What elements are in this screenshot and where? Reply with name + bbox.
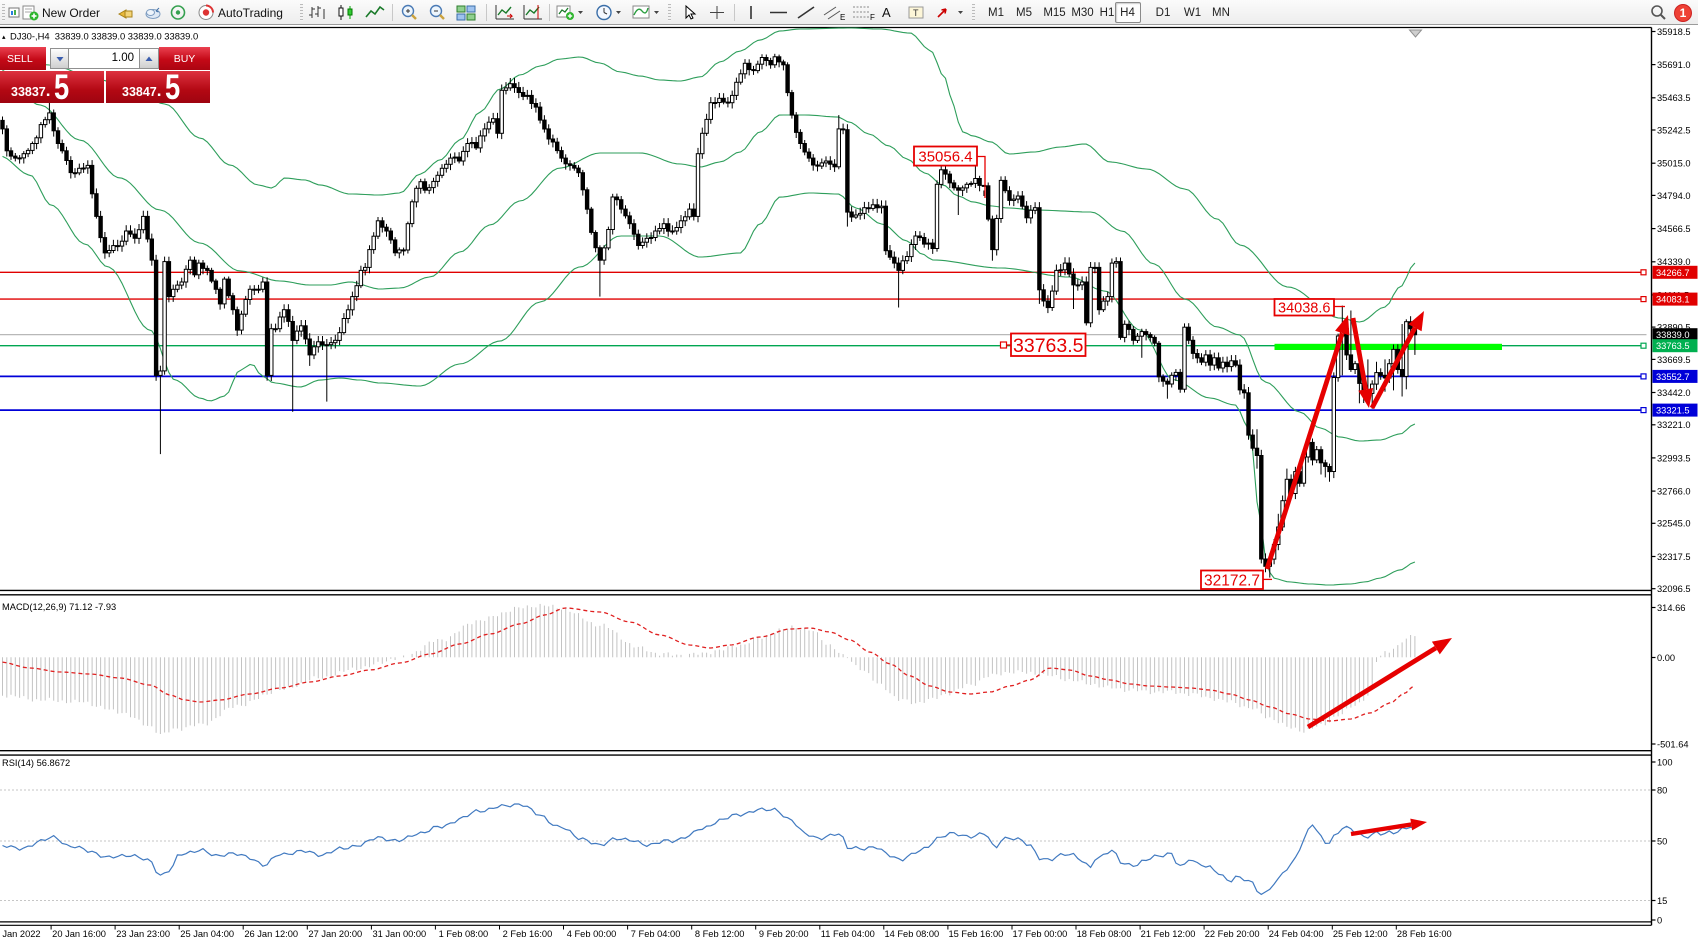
svg-text:14 Feb 08:00: 14 Feb 08:00 xyxy=(884,929,939,939)
svg-text:35015.0: 35015.0 xyxy=(1657,159,1691,169)
svg-text:4 Feb 00:00: 4 Feb 00:00 xyxy=(567,929,617,939)
svg-text:T: T xyxy=(913,8,919,18)
svg-text:21 Feb 12:00: 21 Feb 12:00 xyxy=(1141,929,1196,939)
svg-text:23 Jan 23:00: 23 Jan 23:00 xyxy=(116,929,170,939)
svg-text:F: F xyxy=(870,13,875,22)
svg-text:35242.5: 35242.5 xyxy=(1657,125,1691,135)
svg-text:1: 1 xyxy=(1680,6,1687,20)
svg-text:33442.0: 33442.0 xyxy=(1657,388,1691,398)
svg-text:34083.1: 34083.1 xyxy=(1656,295,1690,305)
svg-text:31 Jan 00:00: 31 Jan 00:00 xyxy=(372,929,426,939)
svg-text:34339.0: 34339.0 xyxy=(1657,257,1691,267)
svg-text:15 Feb 16:00: 15 Feb 16:00 xyxy=(949,929,1004,939)
svg-text:32317.5: 32317.5 xyxy=(1657,552,1691,562)
svg-text:33552.7: 33552.7 xyxy=(1656,372,1690,382)
svg-text:35691.0: 35691.0 xyxy=(1657,60,1691,70)
svg-text:33839.0: 33839.0 xyxy=(1656,330,1690,340)
svg-text:34794.0: 34794.0 xyxy=(1657,191,1691,201)
svg-text:33890.5: 33890.5 xyxy=(1657,323,1691,333)
svg-text:MACD(12,26,9) 71.12 -7.93: MACD(12,26,9) 71.12 -7.93 xyxy=(2,602,116,612)
svg-text:35056.4: 35056.4 xyxy=(918,148,972,165)
svg-text:32993.5: 32993.5 xyxy=(1657,453,1691,463)
svg-text:33669.5: 33669.5 xyxy=(1657,355,1691,365)
svg-text:33763.5: 33763.5 xyxy=(1656,341,1690,351)
svg-text:80: 80 xyxy=(1657,785,1667,795)
svg-text:32766.0: 32766.0 xyxy=(1657,487,1691,497)
svg-text:0: 0 xyxy=(1657,915,1662,925)
svg-text:1 Feb 08:00: 1 Feb 08:00 xyxy=(439,929,489,939)
svg-text:-501.64: -501.64 xyxy=(1657,739,1689,749)
svg-text:27 Jan 20:00: 27 Jan 20:00 xyxy=(308,929,362,939)
svg-text:34266.7: 34266.7 xyxy=(1656,268,1690,278)
svg-text:25 Feb 12:00: 25 Feb 12:00 xyxy=(1333,929,1388,939)
svg-text:33221.0: 33221.0 xyxy=(1657,420,1691,430)
svg-text:18 Feb 08:00: 18 Feb 08:00 xyxy=(1077,929,1132,939)
svg-text:2 Feb 16:00: 2 Feb 16:00 xyxy=(503,929,553,939)
svg-text:314.66: 314.66 xyxy=(1657,603,1685,613)
svg-text:32172.7: 32172.7 xyxy=(1204,572,1260,589)
svg-text:8 Feb 12:00: 8 Feb 12:00 xyxy=(695,929,745,939)
svg-text:19 Jan 2022: 19 Jan 2022 xyxy=(0,929,41,939)
svg-text:9 Feb 20:00: 9 Feb 20:00 xyxy=(759,929,809,939)
svg-text:7 Feb 04:00: 7 Feb 04:00 xyxy=(631,929,681,939)
svg-text:0.00: 0.00 xyxy=(1657,653,1675,663)
svg-text:32096.5: 32096.5 xyxy=(1657,584,1691,594)
svg-text:33321.5: 33321.5 xyxy=(1656,406,1690,416)
svg-text:DJ30-,H4 33839.0 33839.0 3383: DJ30-,H4 33839.0 33839.0 33839.0 33839.0 xyxy=(10,31,198,42)
svg-text:50: 50 xyxy=(1657,836,1667,846)
svg-text:34038.6: 34038.6 xyxy=(1278,300,1330,316)
svg-text:34566.5: 34566.5 xyxy=(1657,224,1691,234)
svg-text:25 Jan 04:00: 25 Jan 04:00 xyxy=(180,929,234,939)
svg-text:35918.5: 35918.5 xyxy=(1657,27,1691,37)
svg-text:24 Feb 04:00: 24 Feb 04:00 xyxy=(1269,929,1324,939)
svg-text:28 Feb 16:00: 28 Feb 16:00 xyxy=(1397,929,1452,939)
svg-text:26 Jan 12:00: 26 Jan 12:00 xyxy=(244,929,298,939)
svg-text:35463.5: 35463.5 xyxy=(1657,93,1691,103)
svg-text:11 Feb 04:00: 11 Feb 04:00 xyxy=(821,929,875,939)
svg-text:RSI(14) 56.8672: RSI(14) 56.8672 xyxy=(2,758,70,768)
svg-text:▴: ▴ xyxy=(2,34,6,41)
svg-text:17 Feb 00:00: 17 Feb 00:00 xyxy=(1013,929,1068,939)
svg-text:32545.0: 32545.0 xyxy=(1657,519,1691,529)
svg-text:33763.5: 33763.5 xyxy=(1013,335,1084,357)
svg-text:20 Jan 16:00: 20 Jan 16:00 xyxy=(52,929,106,939)
svg-text:100: 100 xyxy=(1657,757,1673,767)
svg-text:E: E xyxy=(840,13,845,22)
svg-text:15: 15 xyxy=(1657,896,1667,906)
svg-text:22 Feb 20:00: 22 Feb 20:00 xyxy=(1205,929,1260,939)
